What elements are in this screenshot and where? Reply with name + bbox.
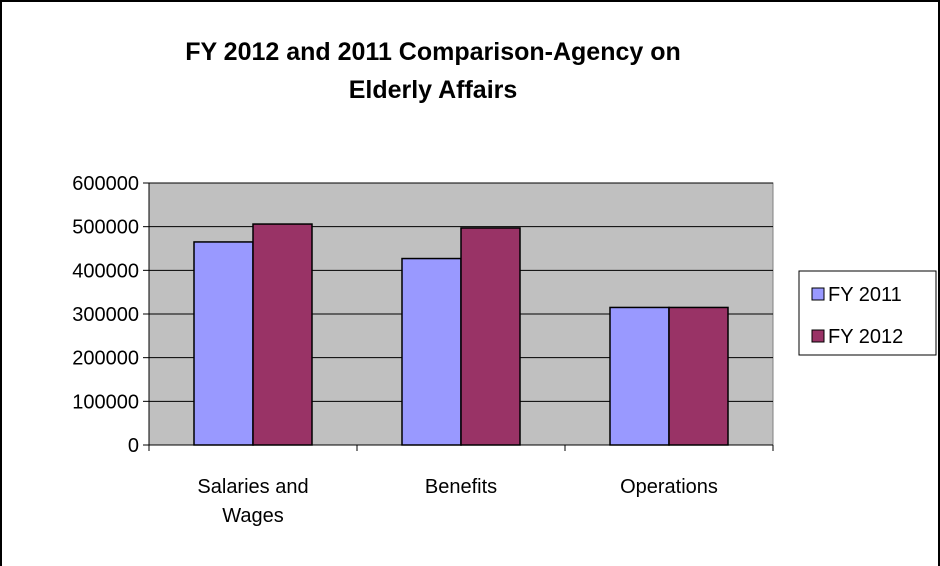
legend-label-0: FY 2011 (828, 284, 902, 306)
bar-fy-2011-0 (193, 241, 254, 446)
legend-label-1: FY 2012 (828, 326, 903, 348)
y-tick-label-2: 200000 (72, 348, 139, 370)
bar-fy-2012-0 (252, 223, 313, 446)
y-tick-label-6: 600000 (72, 173, 139, 195)
x-category-label-0-1: Wages (222, 505, 284, 527)
x-category-label-2-0: Operations (620, 476, 718, 498)
legend-swatch-0 (811, 287, 825, 301)
y-tick-label-3: 300000 (72, 304, 139, 326)
x-category-label-1-0: Benefits (425, 476, 497, 498)
bar-fy-2012-1 (460, 227, 521, 446)
x-axis-category-labels: Salaries and Wages Benefits Operations (197, 476, 718, 527)
y-tick-label-0: 0 (128, 435, 139, 457)
x-category-label-0-0: Salaries and (197, 476, 308, 498)
chart-title: FY 2012 and 2011 Comparison-Agency on El… (185, 38, 681, 104)
axes (143, 182, 774, 451)
bar-fy-2011-1 (401, 257, 462, 446)
y-tick-label-4: 400000 (72, 260, 139, 282)
legend-swatch-1 (811, 329, 825, 343)
chart-title-line-1: FY 2012 and 2011 Comparison-Agency on (185, 38, 681, 66)
y-tick-label-5: 500000 (72, 217, 139, 239)
bar-fy-2011-2 (609, 306, 670, 446)
chart-title-line-2: Elderly Affairs (349, 76, 518, 104)
y-tick-label-1: 100000 (72, 391, 139, 413)
y-axis-tick-labels: 0 100000 200000 300000 400000 500000 600000 (72, 173, 139, 457)
bars (193, 223, 729, 446)
legend: FY 2011 FY 2012 (798, 270, 937, 356)
bar-fy-2012-2 (668, 306, 729, 446)
